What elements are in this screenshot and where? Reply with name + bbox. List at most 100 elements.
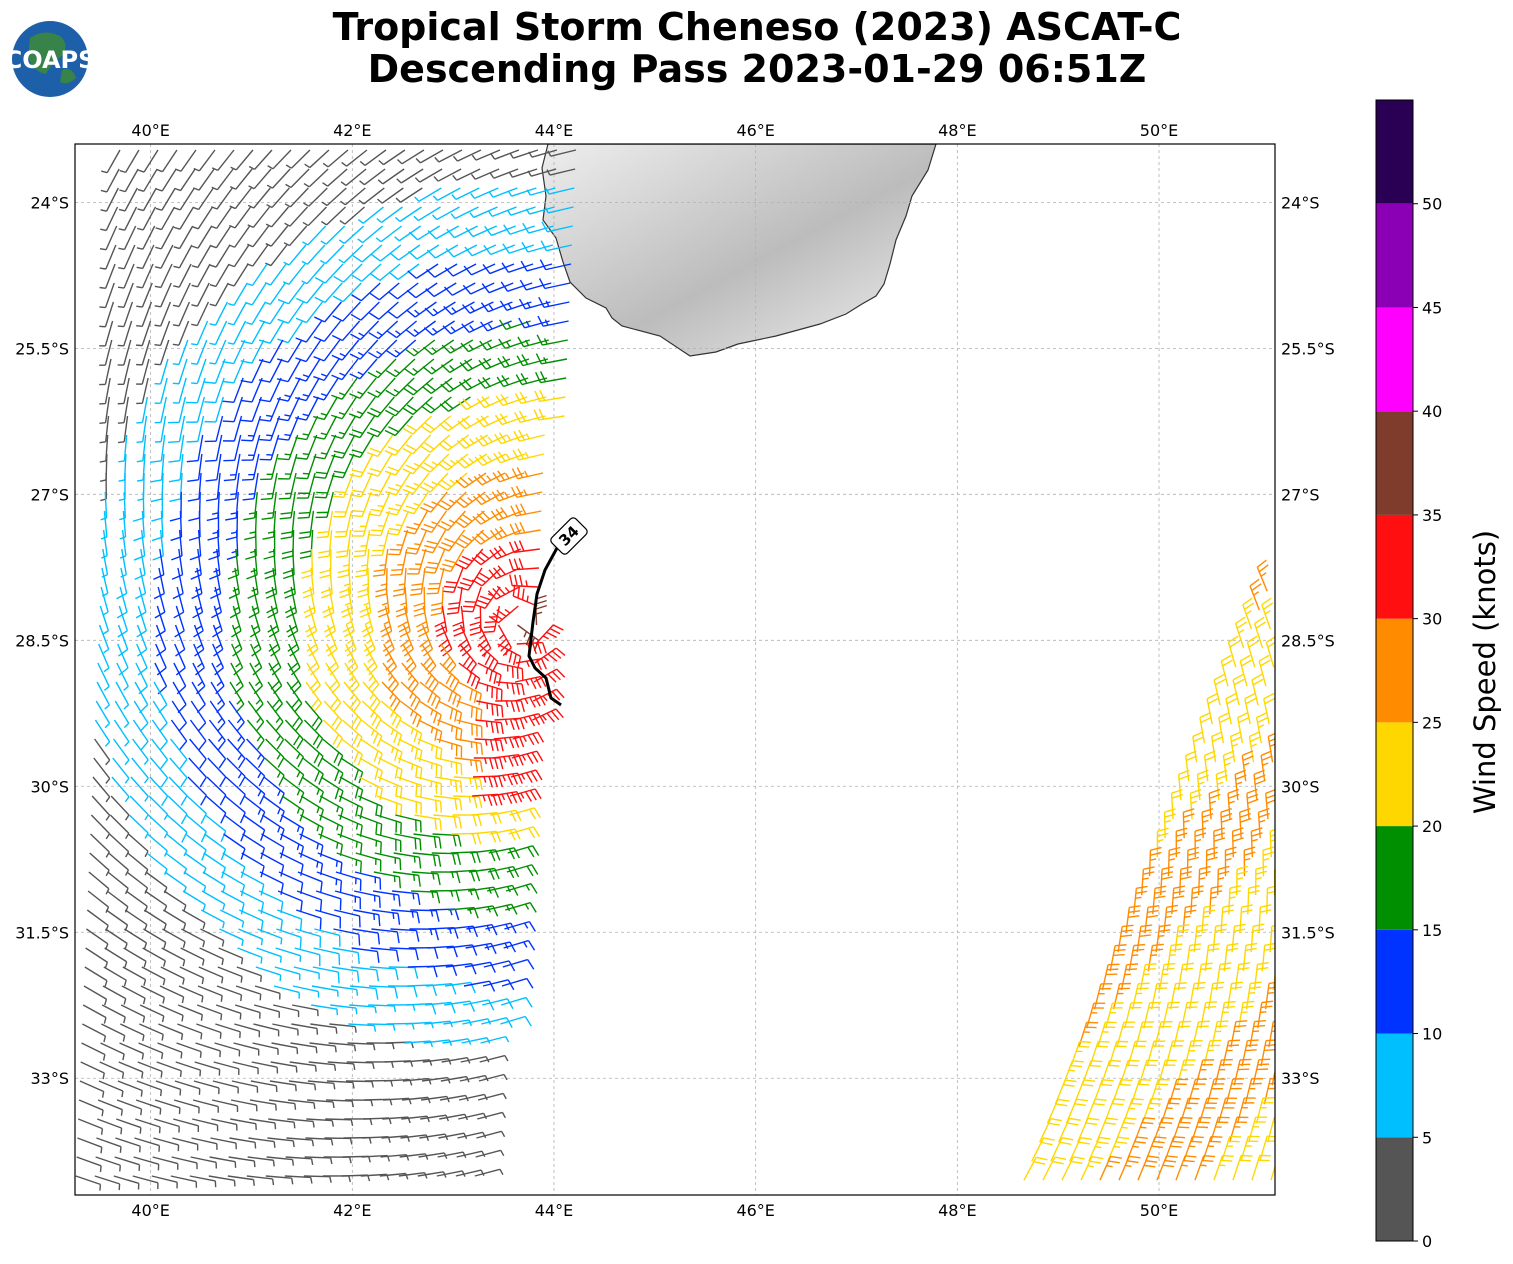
wind-barb (210, 1137, 237, 1150)
wind-barb (120, 1023, 145, 1042)
wind-barb (117, 282, 134, 308)
wind-barb (476, 681, 503, 702)
wind-barb (353, 909, 381, 927)
wind-barb (417, 738, 443, 761)
wind-barb (1190, 885, 1204, 915)
wind-barb (1211, 1020, 1229, 1048)
wind-barb (480, 1035, 510, 1044)
wind-barb (331, 320, 361, 342)
wind-barb (351, 947, 380, 963)
wind-barb (99, 225, 118, 251)
wind-barb (1149, 1078, 1170, 1105)
wind-barb (197, 985, 223, 1002)
wind-barb (458, 1093, 488, 1101)
wind-barb (359, 757, 383, 783)
lon-ticks-top: 40°E 42°E 44°E 46°E 48°E 50°E (131, 121, 1178, 140)
wind-barb (109, 814, 130, 839)
wind-barb (1168, 1078, 1189, 1105)
colorbar-tick-0: 0 (1422, 1232, 1432, 1251)
wind-barb (209, 282, 229, 307)
wind-barb (1261, 597, 1274, 630)
colorbar-bin-4 (1376, 722, 1413, 827)
wind-barb (155, 187, 176, 211)
wind-barb (502, 958, 535, 970)
wind-barb (227, 301, 248, 326)
wind-barb (215, 1004, 242, 1020)
wind-barb (240, 871, 265, 896)
wind-barb (1148, 846, 1162, 877)
wind-barb (296, 472, 316, 499)
wind-barb (76, 1156, 102, 1173)
wind-barb (385, 491, 410, 516)
wind-barb (99, 605, 110, 635)
wind-barb (186, 377, 206, 404)
wind-barb (101, 149, 121, 174)
wind-barb (282, 263, 306, 286)
land-madagascar (541, 144, 937, 357)
wind-barb (477, 1092, 507, 1101)
wind-barb (1185, 750, 1198, 782)
wind-barb (227, 738, 246, 769)
wind-barb (461, 301, 494, 314)
wind-barb (1097, 1021, 1117, 1048)
wind-barb (285, 700, 304, 731)
wind-barb (136, 339, 151, 366)
wind-barb (168, 776, 188, 806)
wind-barb (501, 262, 534, 273)
wind-barb (154, 396, 168, 424)
wind-barb (346, 1061, 375, 1070)
wind-barb (224, 795, 246, 824)
wind-barb (449, 869, 481, 882)
wind-barb (168, 434, 185, 463)
wind-barb (174, 1080, 201, 1095)
lat-ticks-left: 24°S 25.5°S 27°S 28.5°S 30°S 31.5°S 33°S (15, 193, 69, 1088)
wind-barb (488, 206, 517, 217)
wind-barb (438, 434, 470, 452)
colorbar-label: Wind Speed (knots) (1468, 530, 1502, 814)
wind-barb (269, 1080, 297, 1092)
wind-barb (322, 586, 335, 619)
wind-barb (375, 833, 402, 853)
wind-barb (172, 358, 188, 385)
wind-barb (191, 263, 211, 288)
wind-barb (314, 472, 335, 499)
wind-barb (456, 1150, 486, 1158)
wind-barb (1222, 750, 1235, 782)
wind-barb (137, 168, 158, 192)
wind-barb (334, 890, 361, 910)
wind-barb (275, 947, 302, 962)
wind-barb (413, 833, 442, 849)
wind-barb (1234, 769, 1247, 801)
wind-barb (1269, 924, 1275, 953)
wind-barb (136, 1080, 163, 1097)
wind-barb (397, 605, 411, 638)
wind-barb (93, 757, 111, 784)
wind-barb (149, 776, 169, 807)
lat-tick-right-6: 33°S (1281, 1069, 1320, 1088)
wind-barb (222, 358, 245, 384)
wind-barb (287, 624, 300, 657)
lat-tick-right-5: 31.5°S (1281, 923, 1335, 942)
wind-barb (210, 567, 222, 600)
wind-barb (1178, 866, 1193, 896)
wind-barb (415, 776, 442, 795)
wind-barb (283, 567, 296, 599)
wind-barb (357, 567, 370, 598)
wind-barb (304, 700, 323, 731)
wind-barb (285, 1156, 314, 1165)
wind-barb (77, 1137, 103, 1154)
wind-barb (1169, 982, 1187, 1010)
wind-barb (117, 396, 130, 424)
wind-barb (268, 1118, 296, 1129)
wind-barb (405, 529, 428, 555)
wind-barb (1237, 712, 1250, 744)
wind-barb (165, 852, 188, 875)
wind-barb (85, 947, 109, 969)
wind-barb (386, 339, 417, 358)
wind-barb (116, 662, 129, 691)
wind-barb (485, 922, 517, 934)
wind-barb (396, 168, 424, 184)
wind-barb (385, 358, 416, 378)
wind-barb (400, 624, 414, 657)
wind-barb (204, 377, 225, 404)
